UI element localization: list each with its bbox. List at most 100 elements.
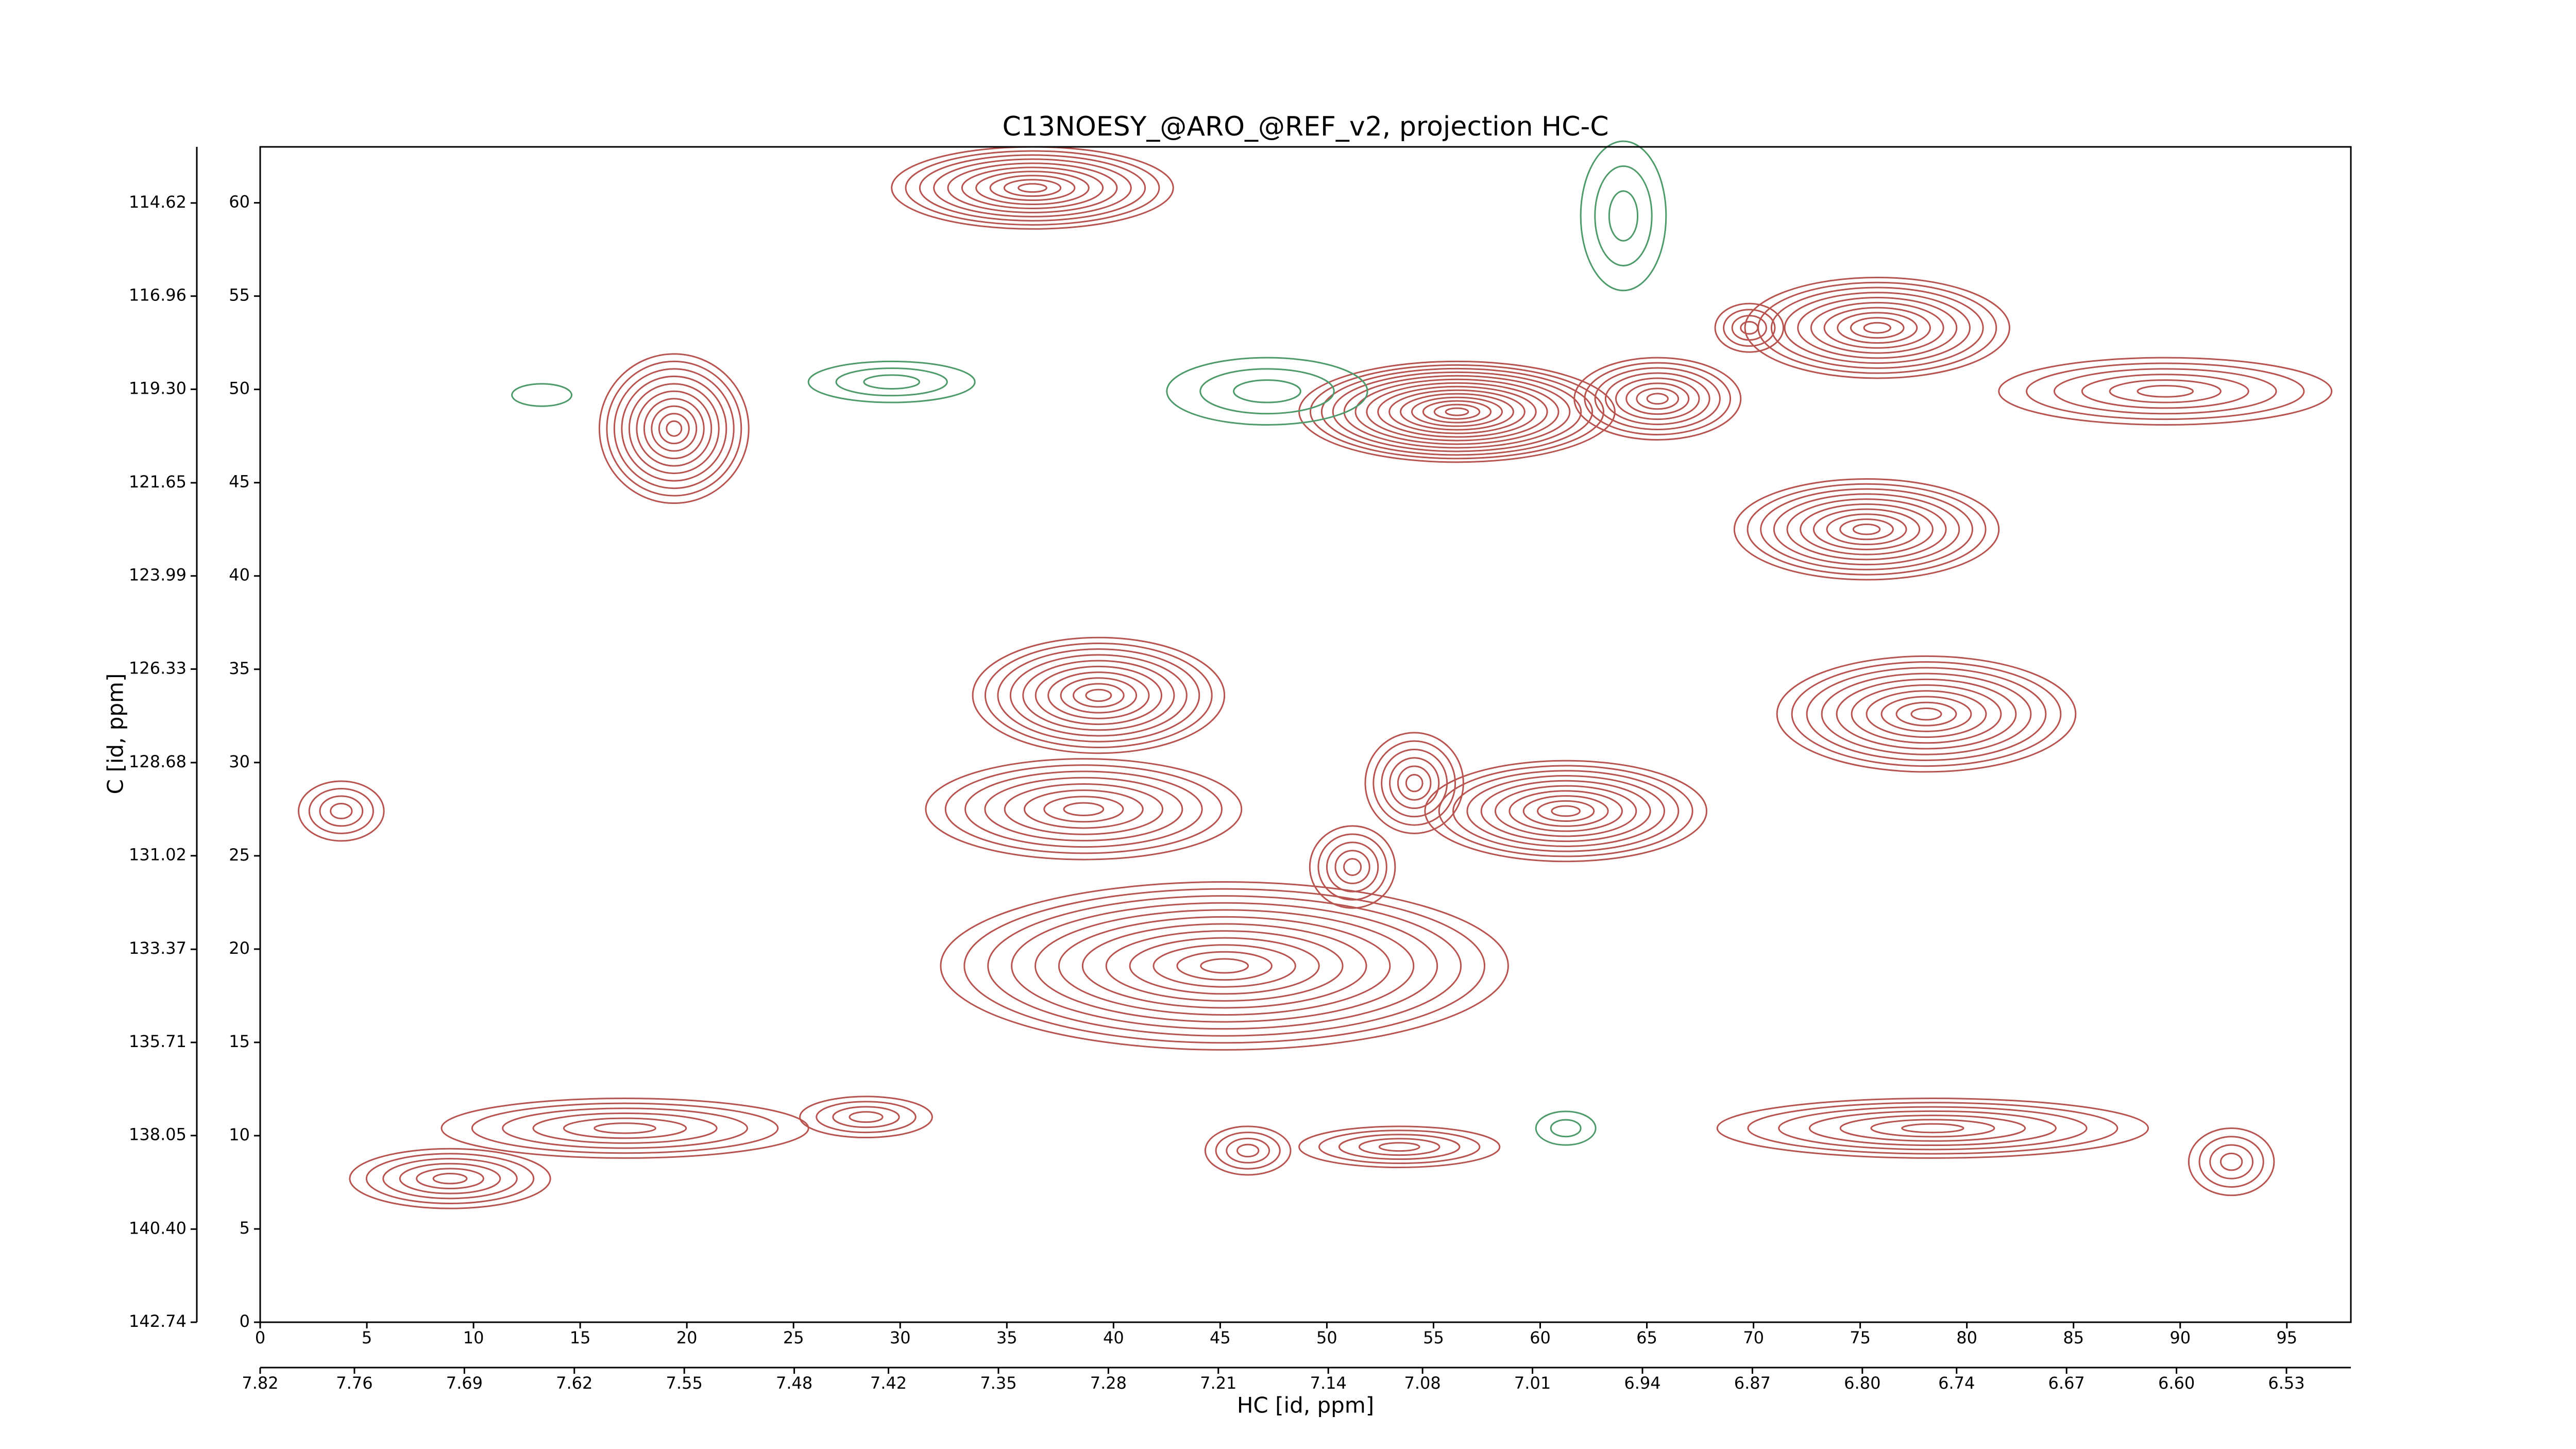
y-tick-label: 60 <box>229 192 250 212</box>
contour-line <box>1226 1137 1270 1164</box>
contour-line <box>1378 1142 1420 1152</box>
y2-tick-label: 126.33 <box>129 658 187 678</box>
contour-line <box>382 1158 518 1200</box>
contour-line <box>1636 387 1680 410</box>
peak <box>1716 1098 2149 1159</box>
contour-line <box>1309 825 1396 909</box>
contour-line <box>1081 923 1367 1009</box>
contour-line <box>1320 367 1594 456</box>
contour-line <box>1389 757 1440 810</box>
contour-line <box>1823 307 1931 349</box>
contour-line <box>1760 488 1973 570</box>
x-tick-label: 50 <box>1316 1328 1337 1347</box>
peak <box>1573 357 1742 441</box>
contour-line <box>1808 1110 2057 1147</box>
contour-line <box>2026 362 2305 420</box>
contour-line <box>1388 389 1526 434</box>
contour-line <box>1200 958 1249 974</box>
peak <box>1424 760 1707 863</box>
x2-tick-label: 7.55 <box>666 1373 703 1393</box>
x2-tick-label: 7.35 <box>980 1373 1016 1393</box>
contour-line <box>2219 1152 2243 1171</box>
contour-line <box>594 1122 656 1134</box>
contour-line <box>1343 858 1362 876</box>
contour-line <box>972 636 1226 754</box>
contour-line <box>987 895 1462 1037</box>
y2-tick-label: 142.74 <box>129 1311 187 1331</box>
x2-tick-label: 6.87 <box>1734 1373 1771 1393</box>
contour-line <box>1509 790 1623 832</box>
contour-line <box>1309 364 1605 460</box>
peak <box>1580 140 1667 292</box>
contour-line <box>1895 701 1957 727</box>
contour-line <box>1852 523 1881 535</box>
peak <box>1298 360 1616 463</box>
contour-line <box>1826 513 1907 546</box>
contour-line <box>1452 770 1680 852</box>
y-tick-label: 0 <box>240 1311 250 1331</box>
contour-line <box>1343 375 1571 449</box>
y2-tick-label: 128.68 <box>129 752 187 771</box>
x2-tick-label: 7.62 <box>556 1373 592 1393</box>
contour-line <box>1233 379 1301 403</box>
contour-line <box>863 374 921 390</box>
peak <box>2188 1127 2275 1197</box>
peak <box>1166 357 1368 426</box>
contour-line <box>1176 951 1273 981</box>
peak <box>799 1096 933 1139</box>
x-tick-label: 30 <box>890 1328 911 1347</box>
contour-line <box>1424 760 1707 863</box>
contour-line <box>2109 379 2222 403</box>
y-tick-label: 10 <box>229 1125 250 1144</box>
x-tick-label: 45 <box>1210 1328 1231 1347</box>
contour-line <box>1085 688 1112 702</box>
x2-tick-label: 7.42 <box>870 1373 907 1393</box>
contour-line <box>658 413 690 445</box>
contour-line <box>849 1111 884 1123</box>
contour-line <box>1215 1132 1281 1170</box>
contour-line <box>1035 665 1162 726</box>
contour-line <box>598 353 750 504</box>
contour-line <box>984 777 1183 841</box>
contour-line <box>1800 503 1934 555</box>
contour-line <box>1714 302 1785 353</box>
contour-line <box>1625 382 1690 415</box>
contour-line <box>1004 783 1164 835</box>
contour-line <box>1773 493 1960 566</box>
x-tick-label: 95 <box>2276 1328 2297 1347</box>
contour-line <box>416 1168 484 1190</box>
contour-line <box>613 368 735 490</box>
peak <box>511 383 573 407</box>
contour-line <box>964 770 1203 848</box>
contour-line <box>1129 937 1320 995</box>
contour-line <box>1535 1110 1597 1146</box>
peak <box>1733 478 2000 581</box>
contour-line <box>1397 765 1432 801</box>
contour-line <box>1716 1098 2149 1159</box>
contour-line <box>1836 678 2017 750</box>
x2-tick-label: 7.21 <box>1200 1373 1236 1393</box>
contour-line <box>925 758 1243 861</box>
contour-line <box>832 1106 900 1128</box>
contour-line <box>1821 672 2032 755</box>
contour-line <box>1791 661 2062 767</box>
contour-line <box>1850 317 1905 339</box>
contour-line <box>563 1117 687 1139</box>
contour-line <box>432 1173 468 1185</box>
contour-line <box>940 881 1509 1051</box>
contour-line <box>1153 944 1296 988</box>
contour-line <box>2188 1127 2275 1197</box>
x-tick-label: 65 <box>1636 1328 1657 1347</box>
contour-line <box>1334 850 1370 884</box>
contour-line <box>1784 292 1971 364</box>
x2-tick-label: 7.76 <box>336 1373 372 1393</box>
contour-line <box>1381 748 1448 818</box>
contour-line <box>1317 833 1387 901</box>
x-tick-label: 75 <box>1850 1328 1871 1347</box>
contour-line <box>1863 322 1891 334</box>
contour-line <box>1326 841 1379 892</box>
y-tick-label: 15 <box>229 1032 250 1051</box>
x-tick-label: 25 <box>783 1328 804 1347</box>
